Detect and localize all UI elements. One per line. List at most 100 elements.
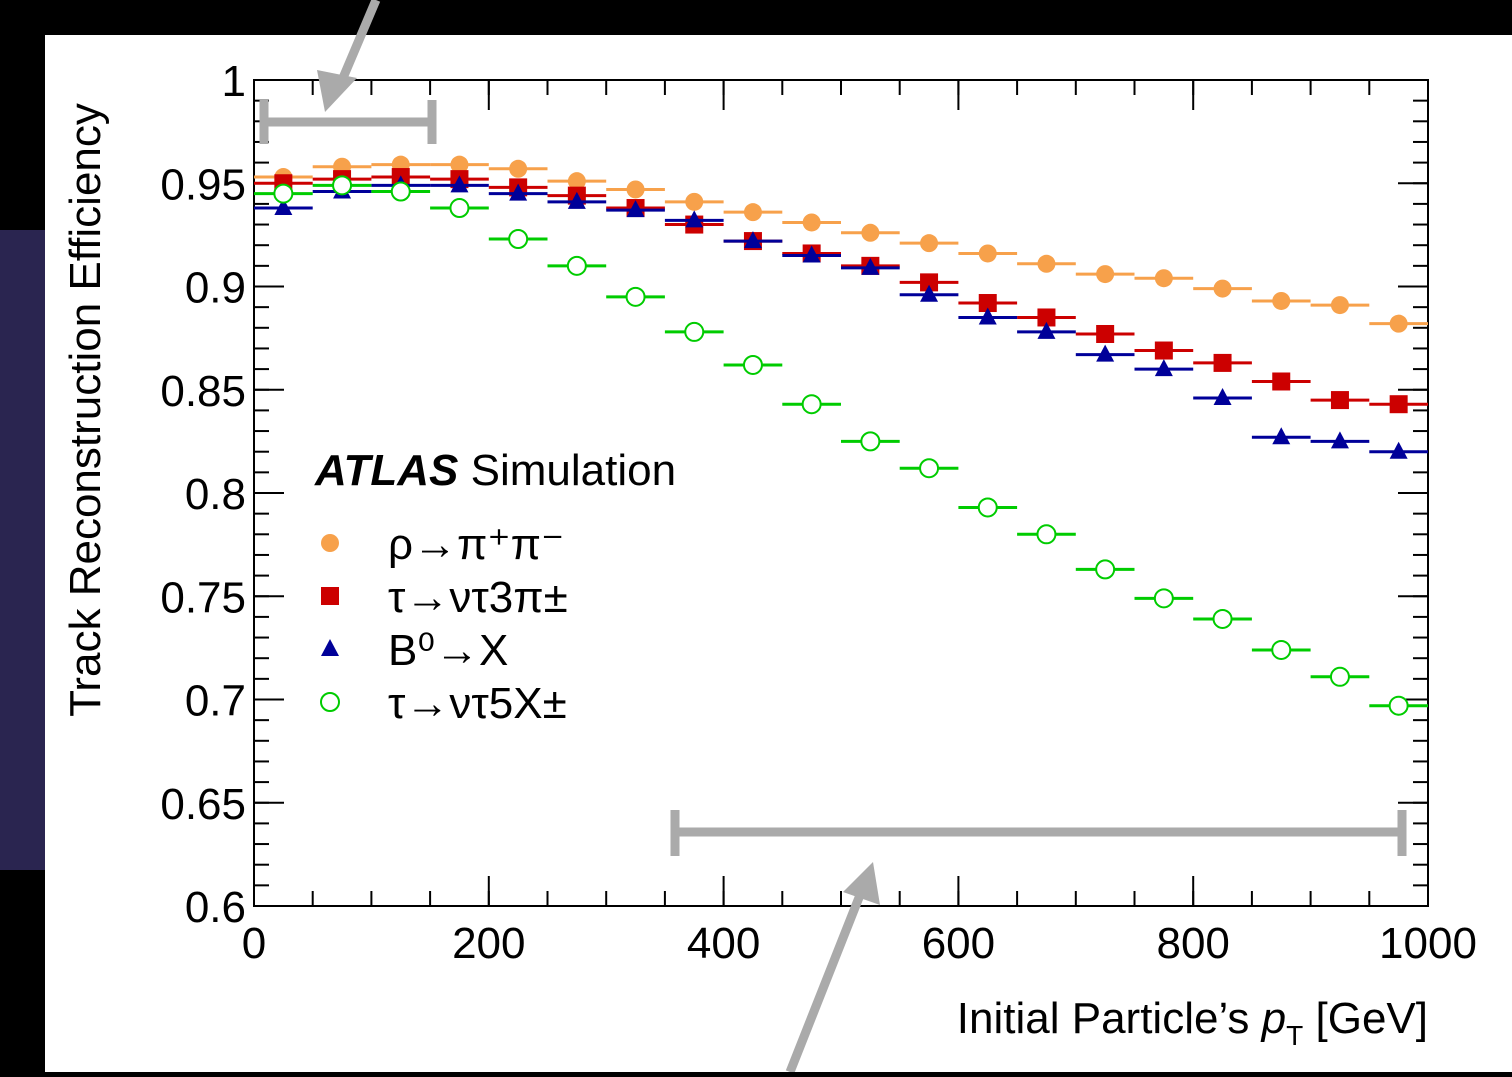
point xyxy=(977,497,998,518)
point xyxy=(390,181,411,202)
point xyxy=(567,172,586,191)
point xyxy=(1330,391,1349,410)
y-tick-label: 0.6 xyxy=(185,883,246,932)
point xyxy=(1036,524,1057,545)
arrow xyxy=(785,893,865,1074)
point xyxy=(626,180,645,199)
point xyxy=(626,200,645,218)
point xyxy=(685,210,704,228)
legend-label: τ→ντ3π± xyxy=(388,573,568,622)
plot-area: 0 200 400 600 800 1000 0.6 0.65 0.7 0.75 0.8 0.85 0.… xyxy=(160,57,1477,968)
point xyxy=(1153,588,1174,609)
point xyxy=(332,175,353,196)
arrow-head xyxy=(843,862,880,905)
point xyxy=(920,284,939,302)
point xyxy=(1272,291,1291,310)
point xyxy=(860,431,881,452)
annotation-label: ATLAS xyxy=(314,446,458,495)
y-tick-label: 0.85 xyxy=(160,367,246,416)
plot-background xyxy=(45,35,1512,1072)
x-axis-label-sub: T xyxy=(1286,1020,1303,1051)
x-tick-label: 400 xyxy=(687,919,760,968)
point xyxy=(1330,431,1349,449)
point xyxy=(861,257,880,275)
point xyxy=(508,229,529,250)
x-tick-label: 800 xyxy=(1156,919,1229,968)
point xyxy=(567,191,586,209)
point xyxy=(1389,314,1408,333)
point xyxy=(625,286,646,307)
y-tick-label: 0.75 xyxy=(160,573,246,622)
point xyxy=(1389,395,1408,414)
point xyxy=(802,213,821,232)
point xyxy=(1212,608,1233,629)
point xyxy=(685,192,704,211)
x-axis-label-text: Initial Particle’s xyxy=(957,994,1250,1043)
y-tick-label: 0.7 xyxy=(185,677,246,726)
point xyxy=(802,245,821,263)
legend-marker xyxy=(321,587,339,605)
point xyxy=(1154,359,1173,377)
point xyxy=(1272,427,1291,445)
point xyxy=(743,203,762,222)
legend-marker xyxy=(320,692,340,712)
point xyxy=(1096,324,1115,343)
legend-label: B⁰→X xyxy=(388,626,508,675)
point xyxy=(861,223,880,242)
point xyxy=(1037,254,1056,273)
point xyxy=(509,159,528,178)
legend-marker xyxy=(321,639,339,656)
point xyxy=(1329,666,1350,687)
x-axis-label-unit: [GeV] xyxy=(1316,994,1429,1043)
annotation-text: Simulation xyxy=(471,446,676,495)
point xyxy=(920,234,939,253)
point xyxy=(801,394,822,415)
legend-label: ρ→π⁺π⁻ xyxy=(388,520,564,569)
annotation: ATLAS Simulation xyxy=(314,446,676,495)
y-axis-label: Track Reconstruction Efficiency xyxy=(61,103,110,717)
y-tick-label: 0.65 xyxy=(160,780,246,829)
point xyxy=(920,273,939,292)
point xyxy=(742,354,763,375)
point xyxy=(1154,341,1173,360)
point xyxy=(509,183,528,201)
point xyxy=(273,183,294,204)
point xyxy=(919,458,940,479)
x-axis-label-var: p xyxy=(1260,994,1286,1043)
point xyxy=(978,294,997,313)
point xyxy=(1389,441,1408,459)
point xyxy=(1096,344,1115,362)
point xyxy=(1096,265,1115,284)
point xyxy=(274,198,293,216)
point xyxy=(1213,353,1232,372)
point xyxy=(1388,695,1409,716)
point xyxy=(1213,388,1232,406)
y-tick-label: 0.8 xyxy=(185,470,246,519)
point xyxy=(684,321,705,342)
point xyxy=(1037,308,1056,327)
point xyxy=(743,231,762,249)
point xyxy=(450,175,469,193)
point xyxy=(1213,279,1232,298)
x-tick-label: 600 xyxy=(922,919,995,968)
background-image xyxy=(0,230,45,870)
legend-marker xyxy=(321,534,339,552)
point xyxy=(1272,372,1291,391)
point xyxy=(450,155,469,174)
arrow-head xyxy=(317,70,357,112)
x-tick-label: 200 xyxy=(452,919,525,968)
overlay-arrows xyxy=(259,0,1407,1074)
point xyxy=(978,307,997,325)
x-tick-label: 1000 xyxy=(1379,919,1477,968)
point xyxy=(1037,321,1056,339)
y-tick-label: 0.95 xyxy=(160,160,246,209)
arrow xyxy=(335,0,381,87)
point xyxy=(1271,639,1292,660)
y-tick-label: 0.9 xyxy=(185,264,246,313)
point xyxy=(1330,296,1349,315)
x-tick-label: 0 xyxy=(242,919,266,968)
point xyxy=(978,244,997,263)
legend-label: τ→ντ5X± xyxy=(388,679,567,728)
